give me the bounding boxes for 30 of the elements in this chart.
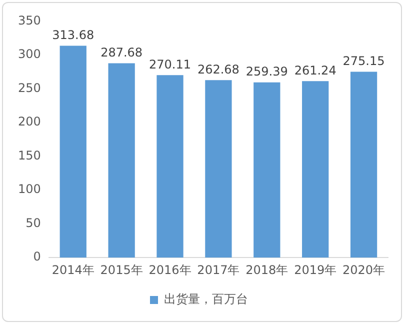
y-tick-label: 150: [18, 148, 41, 162]
data-label: 262.68: [197, 62, 240, 76]
data-label: 287.68: [100, 45, 143, 60]
legend-label: 出货量，百万台: [164, 292, 248, 306]
data-label: 261.24: [294, 63, 336, 78]
data-label: 275.15: [342, 54, 385, 68]
bar: [302, 81, 329, 258]
y-tick-label: 50: [26, 216, 41, 230]
bar: [60, 46, 86, 258]
x-tick-label: 2017年: [197, 262, 240, 277]
x-tick-label: 2018年: [246, 262, 288, 277]
bar: [205, 80, 232, 258]
bar: [350, 72, 378, 258]
y-tick-label: 300: [18, 47, 41, 62]
x-tick-label: 2015年: [100, 262, 143, 277]
y-tick-label: 100: [18, 182, 41, 196]
x-tick-label: 2020年: [342, 262, 386, 277]
x-tick-label: 2016年: [148, 262, 192, 277]
bar: [108, 63, 135, 258]
y-tick-label: 250: [18, 80, 41, 95]
y-tick-label: 200: [18, 114, 41, 129]
data-label: 259.39: [246, 64, 288, 79]
data-label: 313.68: [52, 28, 94, 42]
x-tick-label: 2014年: [52, 262, 94, 277]
y-tick-label: 350: [18, 13, 41, 28]
bar: [254, 82, 280, 258]
y-tick-label: 0: [33, 250, 41, 264]
data-label: 270.11: [149, 57, 192, 72]
bar: [156, 75, 184, 258]
x-tick-label: 2019年: [294, 262, 337, 277]
